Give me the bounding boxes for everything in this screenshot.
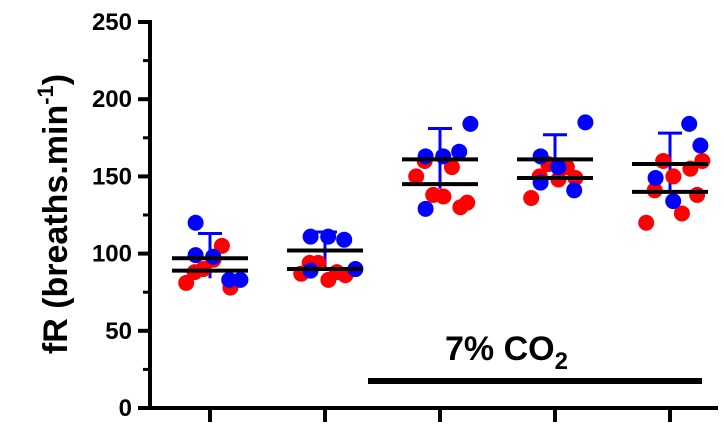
blue-point [692,137,709,154]
y-tick-label: 100 [92,241,132,268]
blue-point [187,214,204,231]
y-axis-label-main: fR (breaths.min [37,105,75,354]
blue-point [647,169,664,186]
red-point [523,190,540,207]
red-point [408,168,425,185]
red-point [665,168,682,185]
red-point [443,159,460,176]
co2-annotation-main: 7% CO [445,330,555,368]
y-axis-label: fR (breaths.min-1) [33,74,75,354]
blue-point [451,143,468,160]
red-point [459,194,476,211]
y-axis-label-sup: -1 [33,85,58,105]
blue-point [532,148,549,165]
blue-point [232,271,249,288]
blue-point [550,159,567,176]
red-point [435,188,452,205]
co2-annotation-sub: 2 [555,348,568,375]
y-tick-label: 150 [92,163,132,190]
blue-point [221,271,238,288]
blue-point [462,115,479,132]
co2-annotation: 7% CO2 [445,330,568,375]
y-tick-label: 50 [105,318,132,345]
red-point [655,152,672,169]
blue-point [302,228,319,245]
blue-point [665,193,682,210]
red-point [673,205,690,222]
red-point [694,152,711,169]
red-point [689,186,706,203]
blue-point [435,148,452,165]
blue-point [577,114,594,131]
marks [172,114,711,296]
blue-point [681,115,698,132]
y-tick-label: 0 [119,395,132,422]
y-tick-label: 200 [92,86,132,113]
blue-point [187,247,204,264]
blue-point [336,231,353,248]
red-point [638,214,655,231]
red-point [213,237,230,254]
axes: 0 50 100 150 200 250 [92,9,718,422]
blue-point [417,200,434,217]
y-axis-label-close: ) [37,74,75,85]
y-tick-label: 250 [92,9,132,36]
blue-point [417,148,434,165]
blue-point [320,228,337,245]
blue-point [566,182,583,199]
red-point [178,274,195,291]
